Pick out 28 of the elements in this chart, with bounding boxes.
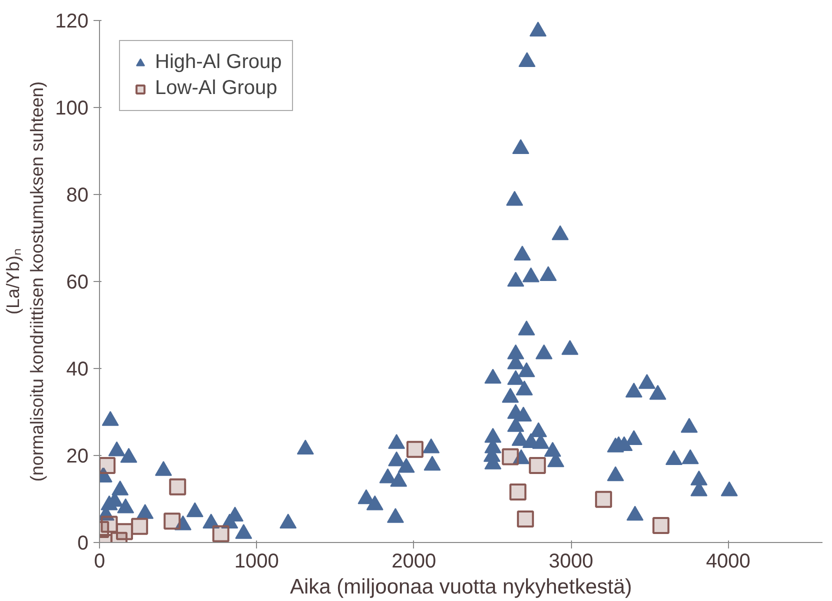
y-tick-label: 0 <box>77 532 88 554</box>
x-axis-title: Aika (miljoonaa vuotta nykyhetkestä) <box>290 576 632 598</box>
point <box>164 512 181 530</box>
x-tick-label: 4000 <box>706 550 750 572</box>
point <box>595 490 612 508</box>
y-tick-label: 120 <box>55 10 89 32</box>
y-axis-title: (La/Yb)ₙ (normalisoitu kondriittisen koostumuksen suhteen) <box>3 81 48 482</box>
point <box>652 517 670 534</box>
point <box>406 440 424 458</box>
legend-label: Low-Al Group <box>155 77 278 100</box>
y-tick-label: 20 <box>66 446 89 468</box>
point <box>212 525 230 542</box>
y-tick-label: 80 <box>66 184 89 206</box>
y-tick-label: 60 <box>66 272 89 294</box>
y-tick-label: 100 <box>55 98 89 120</box>
y-tick-label: 40 <box>66 358 89 380</box>
x-tick-label: 1000 <box>234 550 279 572</box>
point <box>509 484 526 501</box>
x-tick-label: 0 <box>94 550 106 572</box>
point <box>100 457 116 474</box>
point <box>131 518 148 535</box>
x-tick-label: 3000 <box>548 550 594 572</box>
legend-label: High-Al Group <box>155 51 282 74</box>
point <box>169 478 186 496</box>
x-tick-label: 2000 <box>392 550 436 572</box>
point <box>528 457 546 474</box>
point <box>502 448 519 466</box>
point <box>516 510 534 528</box>
